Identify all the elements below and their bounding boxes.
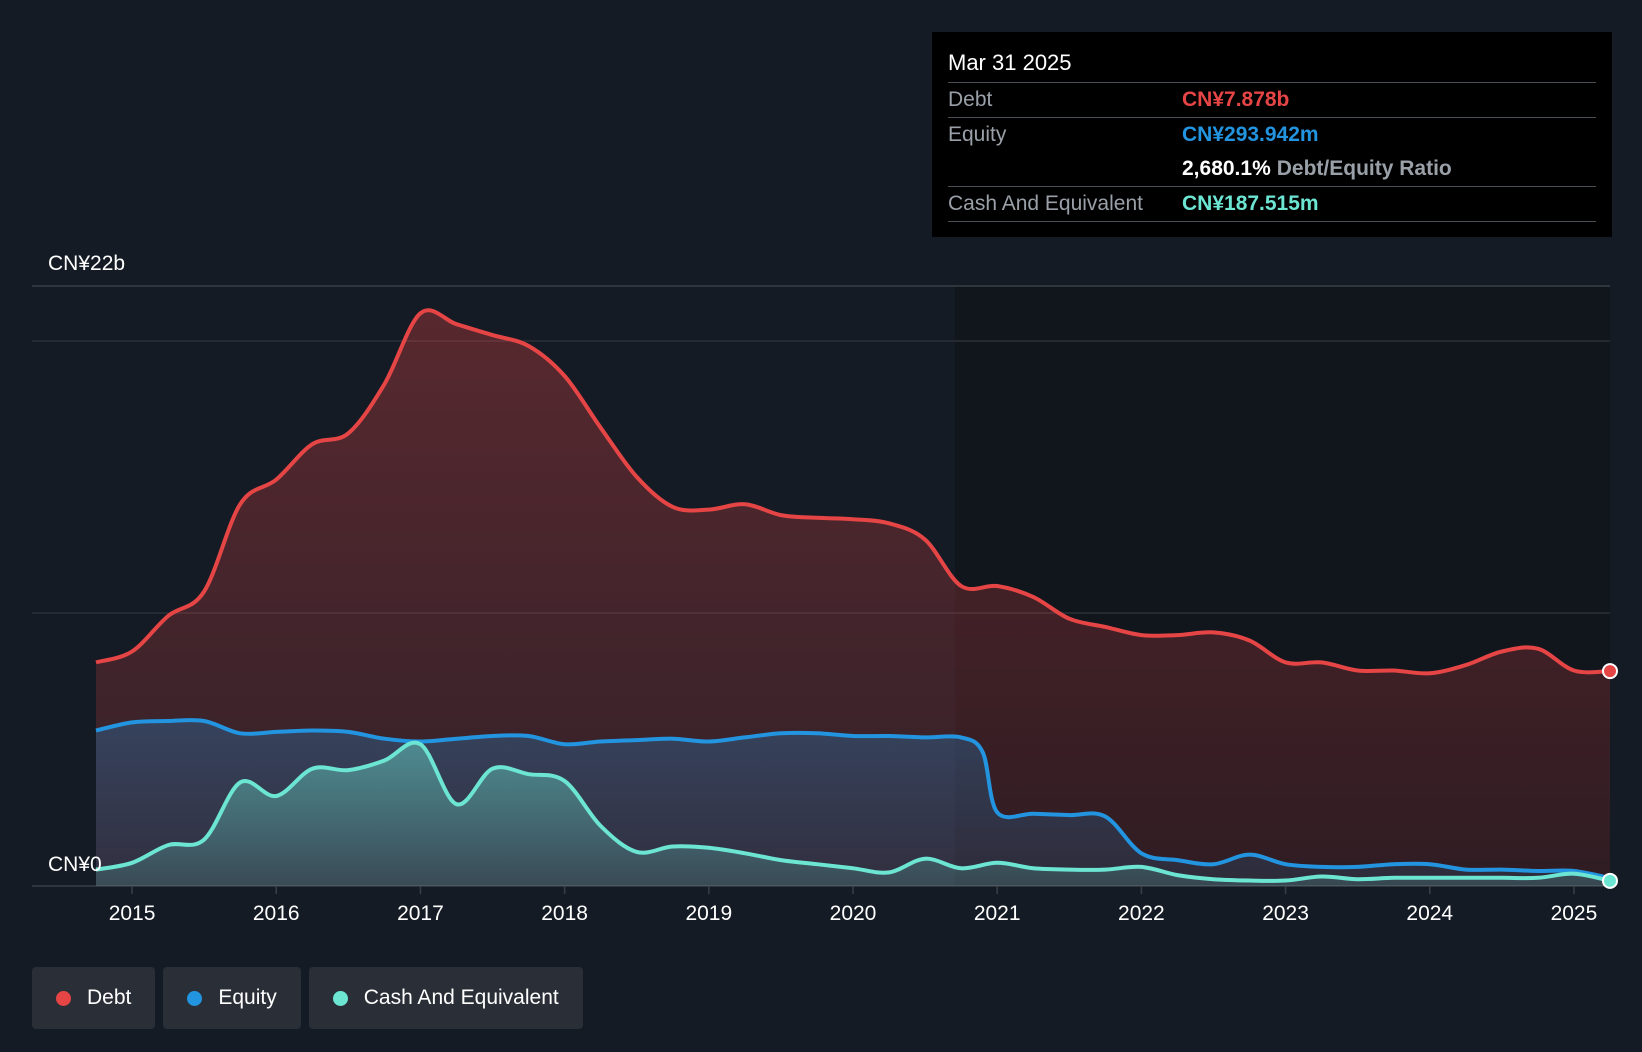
cash-line: [95, 740, 1611, 883]
tooltip-cash-row: Cash And Equivalent CN¥187.515m: [948, 187, 1596, 222]
x-tick-label-2020: 2020: [830, 902, 877, 925]
cash-end-marker: [1602, 872, 1618, 889]
x-tick-label-2025: 2025: [1551, 902, 1598, 925]
tooltip-equity-value: CN¥293.942m: [1182, 123, 1319, 146]
tooltip-debt-label: Debt: [948, 88, 993, 111]
x-tick-label-2017: 2017: [397, 902, 444, 925]
equity-dot-icon: [187, 990, 203, 1006]
debt-dot-icon: [56, 990, 71, 1006]
tooltip-debt-value: CN¥7.878b: [1182, 88, 1290, 111]
legend-item-debt[interactable]: Debt: [32, 967, 156, 1029]
y-axis-bottom-label: CN¥0: [48, 853, 102, 876]
tooltip-ratio-value: 2,680.1%: [1182, 157, 1271, 180]
tooltip-equity-row: Equity CN¥293.942m: [948, 118, 1596, 152]
legend-cash-label: Cash And Equivalent: [363, 986, 559, 1009]
equity-line: [95, 718, 1611, 881]
y-axis-top-label: CN¥22b: [48, 252, 125, 275]
x-tick-label-2018: 2018: [541, 902, 588, 925]
debt-end-marker: [1602, 663, 1618, 680]
cash-area: [96, 742, 1610, 886]
tooltip-equity-label: Equity: [948, 123, 1007, 146]
tooltip-ratio-row: 2,680.1% Debt/Equity Ratio: [948, 152, 1596, 187]
tooltip-cash-value: CN¥187.515m: [1182, 192, 1319, 215]
x-axis-ticks: 2015 2016 2017 2018 2019 2020 2021 2022 2023 2024…: [109, 886, 1598, 925]
x-tick-label-2019: 2019: [685, 902, 732, 925]
x-tick-label-2022: 2022: [1118, 902, 1165, 925]
legend-item-cash[interactable]: Cash And Equivalent: [308, 967, 583, 1029]
x-tick-label-2021: 2021: [974, 902, 1021, 925]
tooltip-ratio-spacer: [948, 152, 1182, 186]
x-tick-label-2016: 2016: [253, 902, 300, 925]
tooltip-debt-row: Debt CN¥7.878b: [948, 83, 1596, 118]
x-tick-label-2015: 2015: [109, 902, 156, 925]
chart-legend: Debt Equity Cash And Equivalent: [32, 967, 583, 1029]
x-tick-label-2023: 2023: [1262, 902, 1309, 925]
x-tick-label-2024: 2024: [1406, 902, 1453, 925]
tooltip-date: Mar 31 2025: [948, 46, 1596, 83]
legend-item-equity[interactable]: Equity: [163, 967, 301, 1029]
debt-line: [95, 308, 1611, 676]
cash-dot-icon: [332, 990, 348, 1006]
legend-equity-label: Equity: [218, 986, 277, 1009]
tooltip-panel: Mar 31 2025 Debt CN¥7.878b Equity CN¥293…: [932, 32, 1612, 237]
tooltip-ratio-label: Debt/Equity Ratio: [1276, 157, 1452, 180]
legend-debt-label: Debt: [87, 986, 132, 1009]
tooltip-cash-label: Cash And Equivalent: [948, 192, 1143, 215]
